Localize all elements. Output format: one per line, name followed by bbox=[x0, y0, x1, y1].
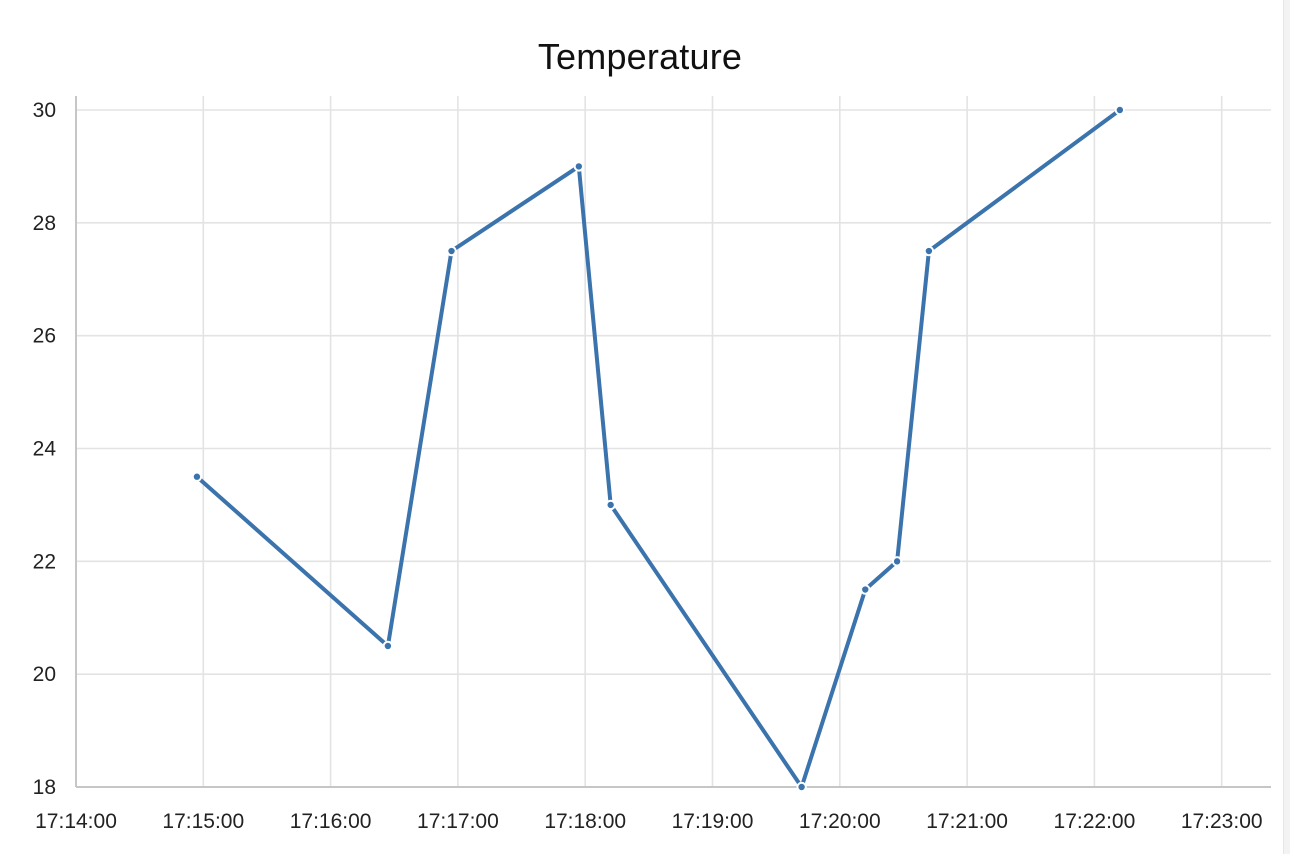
y-tick-label: 30 bbox=[33, 99, 56, 122]
data-point[interactable] bbox=[796, 781, 807, 793]
series-lines bbox=[194, 108, 1122, 789]
y-tick-label: 20 bbox=[33, 663, 56, 686]
x-tick-label: 17:20:00 bbox=[799, 810, 881, 833]
x-tick-label: 17:19:00 bbox=[672, 810, 754, 833]
data-point[interactable] bbox=[446, 245, 457, 257]
y-tick-label: 22 bbox=[33, 550, 56, 573]
x-tick-label: 17:16:00 bbox=[290, 810, 372, 833]
data-point[interactable] bbox=[605, 499, 616, 511]
y-gridlines bbox=[76, 109, 1271, 675]
x-gridlines bbox=[202, 96, 1223, 787]
x-tick-label: 17:21:00 bbox=[926, 810, 1008, 833]
window-edge bbox=[1283, 0, 1290, 854]
x-tick-label: 17:17:00 bbox=[417, 810, 499, 833]
data-point[interactable] bbox=[573, 161, 585, 172]
series-points bbox=[191, 104, 1126, 793]
x-tick-label: 17:15:00 bbox=[162, 810, 244, 833]
x-tick-labels: 17:14:00 17:15:00 17:16:00 17:17:00 17:18:00… bbox=[35, 810, 1262, 833]
temperature-series-line bbox=[194, 108, 1122, 789]
data-point[interactable] bbox=[191, 471, 203, 482]
x-tick-label: 17:22:00 bbox=[1054, 810, 1136, 833]
y-tick-label: 26 bbox=[33, 325, 56, 348]
data-point[interactable] bbox=[860, 584, 871, 595]
x-tick-label: 17:18:00 bbox=[544, 810, 626, 833]
y-tick-label: 18 bbox=[33, 776, 56, 799]
chart-title: Temperature bbox=[537, 36, 743, 77]
x-tick-label: 17:23:00 bbox=[1181, 810, 1263, 833]
y-tick-label: 24 bbox=[33, 438, 57, 461]
data-point[interactable] bbox=[1114, 104, 1126, 116]
x-tick-label: 17:14:00 bbox=[35, 810, 117, 833]
data-point[interactable] bbox=[891, 556, 903, 567]
data-point[interactable] bbox=[382, 640, 394, 652]
data-point[interactable] bbox=[923, 245, 935, 257]
y-tick-label: 28 bbox=[33, 212, 56, 235]
y-tick-labels: 18 20 22 24 26 28 30 bbox=[33, 99, 57, 799]
